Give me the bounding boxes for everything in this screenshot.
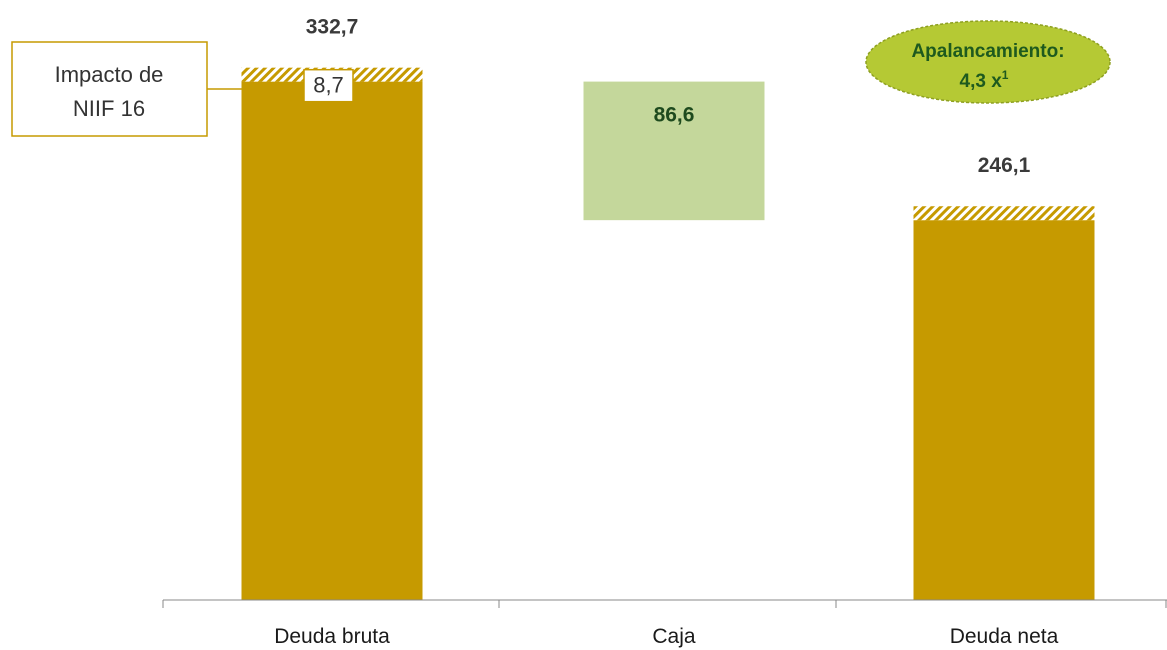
callout-box <box>11 41 208 137</box>
x-tick-label-caja: Caja <box>652 625 696 648</box>
leverage-badge-line-2: 4,3 x1 <box>960 68 1009 92</box>
bars-layer: 332,7 8,7 86,6 246,1 <box>241 16 1095 601</box>
callout-line-1: Impacto de <box>55 62 164 87</box>
x-tick-label-deuda-bruta: Deuda bruta <box>274 625 390 648</box>
value-label-caja: 86,6 <box>654 104 695 127</box>
value-label-deuda-bruta: 332,7 <box>306 16 359 39</box>
niif16-value-box <box>303 68 354 103</box>
x-tick-label-deuda-neta: Deuda neta <box>950 625 1059 648</box>
leverage-footnote: 1 <box>1002 68 1009 82</box>
value-label-deuda-neta: 246,1 <box>978 154 1031 177</box>
niif16-value-label: 8,7 <box>313 73 344 98</box>
niif16-callout: Impacto de NIIF 16 <box>11 41 242 137</box>
x-axis-ticks: Deuda bruta Caja Deuda neta <box>162 600 1167 648</box>
bar-deuda-bruta <box>241 81 423 601</box>
leverage-value: 4,3 x <box>960 71 1003 92</box>
leverage-badge-shape <box>865 20 1111 104</box>
leverage-badge: Apalancamiento: 4,3 x1 <box>865 20 1111 104</box>
callout-line-2: NIIF 16 <box>73 96 145 121</box>
bar-caja <box>583 81 765 221</box>
bar-deuda-neta-niif16-segment <box>913 206 1095 221</box>
bar-deuda-neta <box>913 220 1095 600</box>
leverage-badge-line-1: Apalancamiento: <box>911 41 1064 62</box>
